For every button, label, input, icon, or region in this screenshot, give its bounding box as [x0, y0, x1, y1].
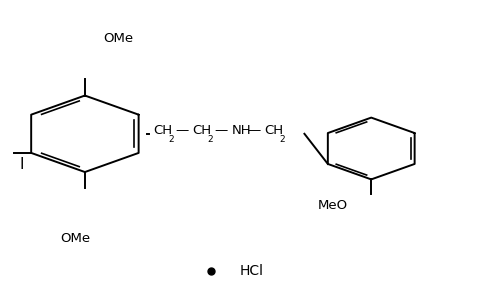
Text: MeO: MeO [318, 199, 348, 212]
Text: —: — [176, 124, 189, 137]
Text: NH: NH [231, 124, 251, 137]
Text: 2: 2 [168, 135, 174, 143]
Text: 2: 2 [207, 135, 213, 143]
Text: —: — [215, 124, 228, 137]
Text: HCl: HCl [240, 264, 264, 278]
Text: CH: CH [192, 124, 211, 137]
Text: I: I [19, 157, 24, 172]
Text: 2: 2 [279, 135, 285, 143]
Text: OMe: OMe [60, 232, 90, 245]
Text: —: — [247, 124, 261, 137]
Text: CH: CH [153, 124, 172, 137]
Text: OMe: OMe [103, 32, 133, 45]
Text: CH: CH [264, 124, 283, 137]
